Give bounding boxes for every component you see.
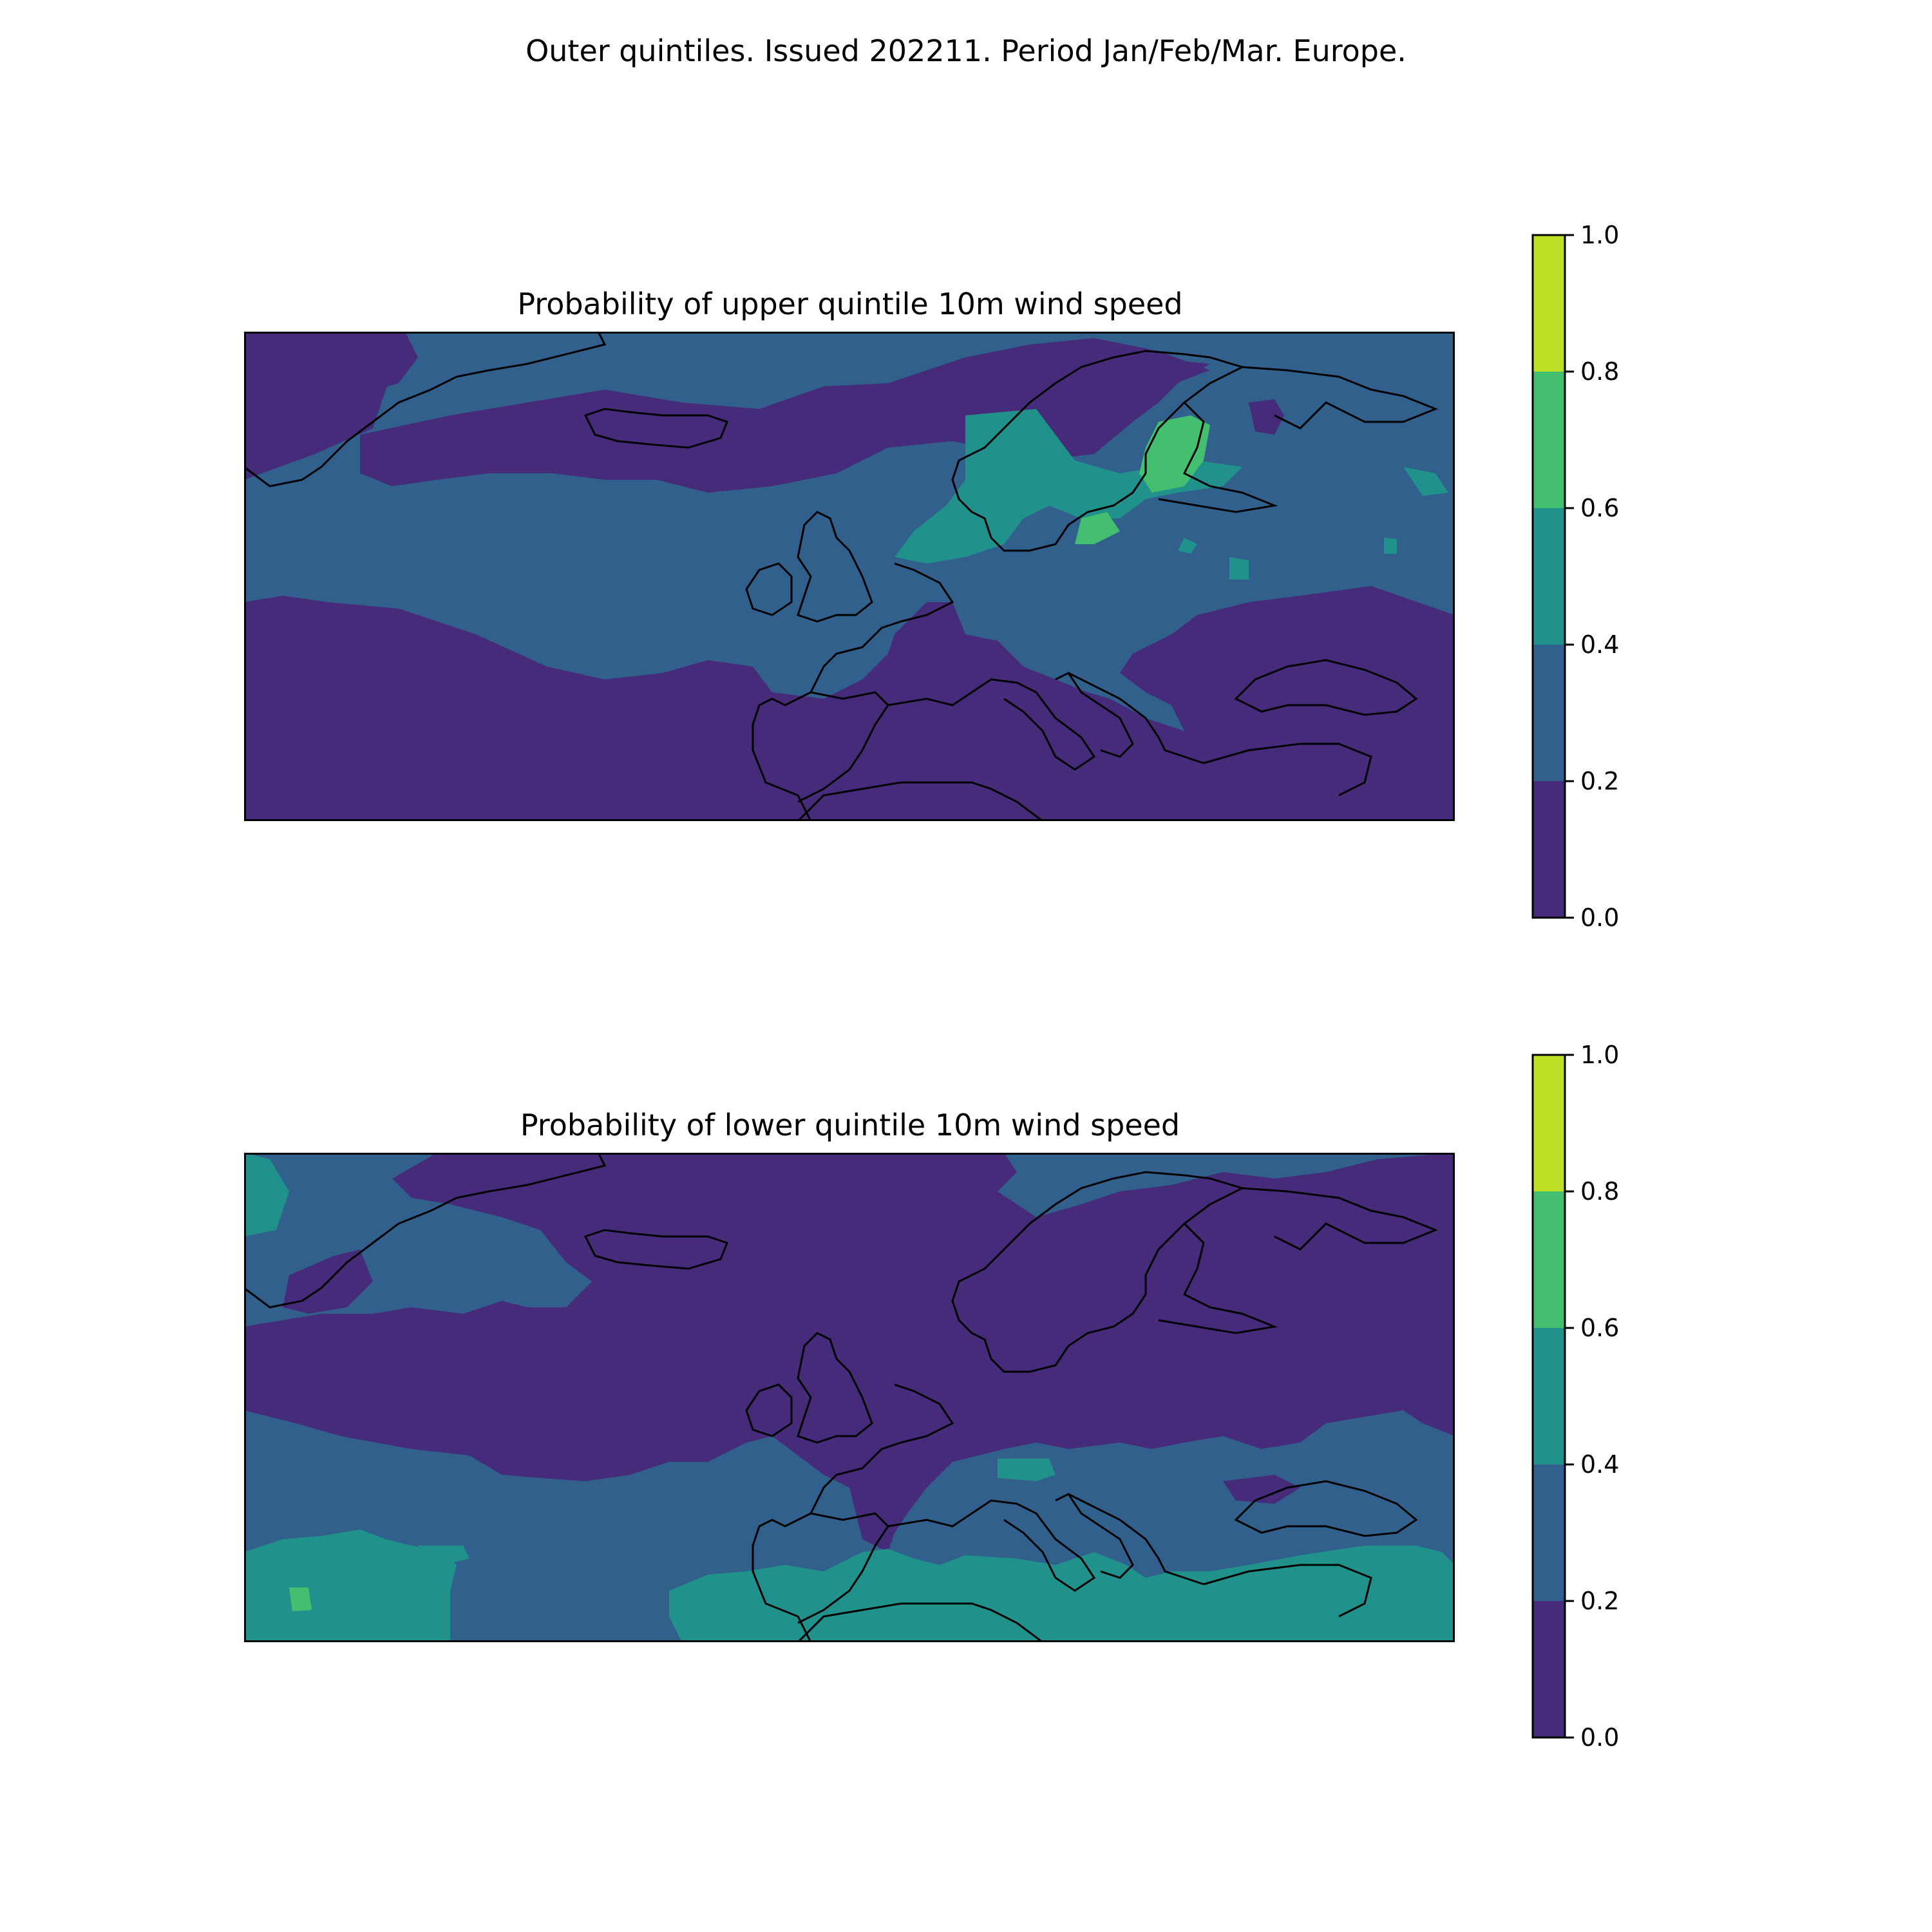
- upper-band-russia-purple: [1249, 399, 1284, 435]
- upper-band-norwegian-sea: [360, 338, 1210, 493]
- upper-colorbar-blocks: [1533, 235, 1565, 918]
- lower-band-0-6-0-8: [289, 1587, 312, 1611]
- lower-colorbar-frame: [1531, 1054, 1566, 1739]
- lower-kola-coast: [1242, 1187, 1439, 1251]
- upper-band-teal-small-2: [1229, 557, 1249, 580]
- lower-coastlines: [244, 1153, 1439, 1642]
- upper-band-0-6-0-8: [1139, 415, 1210, 493]
- lower-map-title: Probability of lower quintile 10m wind s…: [520, 1108, 1180, 1142]
- upper-colorbar-level-4: [1533, 235, 1565, 372]
- lower-britain-coast: [797, 1332, 873, 1444]
- upper-map-frame: [244, 332, 1455, 821]
- lower-colorbar-ticks: 0.0 0.2 0.4 0.6 0.8 1.0: [1565, 1041, 1619, 1752]
- upper-balkans-coast: [1068, 672, 1204, 764]
- figure-suptitle: Outer quintiles. Issued 202211. Period J…: [526, 33, 1406, 68]
- lower-colorbar-tick-label-2: 0.4: [1580, 1450, 1619, 1479]
- upper-britain-coast: [797, 511, 873, 623]
- upper-colorbar: 0.0 0.2 0.4 0.6 0.8 1.0: [1531, 221, 1619, 932]
- upper-colorbar-tick-label-1: 0.2: [1580, 767, 1619, 795]
- lower-colorbar-tick-label-3: 0.6: [1580, 1314, 1619, 1342]
- lower-italy-coast: [1055, 1493, 1134, 1579]
- lower-iberia-coast: [797, 1512, 889, 1624]
- lower-colorbar-level-2: [1533, 1328, 1565, 1464]
- upper-band-north-purple: [244, 332, 418, 480]
- upper-band-teal-small-3: [1178, 538, 1197, 554]
- upper-band-0-4-0-6: [895, 409, 1242, 564]
- lower-band-0-4-0-6-west: [244, 1530, 457, 1642]
- lower-band-0-0-0-2: [244, 1153, 1455, 1552]
- lower-colorbar-level-0: [1533, 1601, 1565, 1738]
- upper-colorbar-level-0: [1533, 781, 1565, 918]
- upper-coastlines: [244, 332, 1439, 821]
- upper-colorbar-ticks: 0.0 0.2 0.4 0.6 0.8 1.0: [1565, 221, 1619, 932]
- upper-ireland-coast: [745, 562, 793, 616]
- upper-blacksea-coast: [1234, 659, 1418, 716]
- upper-turkey-coast: [1203, 743, 1372, 797]
- upper-italy-coast: [1055, 672, 1134, 758]
- lower-map-frame: [244, 1153, 1455, 1642]
- upper-band-teal-small-4: [1384, 538, 1397, 554]
- lower-iceland-coast: [583, 1229, 728, 1270]
- upper-colorbar-tick-label-2: 0.4: [1580, 630, 1619, 659]
- upper-colorbar-tick-label-5: 1.0: [1580, 221, 1619, 249]
- lower-colorbar-blocks: [1533, 1055, 1565, 1738]
- upper-finland-coast: [1158, 401, 1278, 513]
- lower-colorbar-tick-label-4: 0.8: [1580, 1177, 1619, 1206]
- upper-colorbar-level-3: [1533, 372, 1565, 508]
- lower-africa-coast: [797, 1602, 1043, 1642]
- lower-map: [244, 1153, 1455, 1642]
- upper-iberia-coast: [797, 691, 889, 803]
- upper-band-green-small: [1075, 512, 1120, 544]
- lower-finland-coast: [1158, 1222, 1278, 1334]
- upper-band-scandinavia-purple: [1056, 357, 1210, 435]
- lower-colorbar-tick-label-1: 0.2: [1580, 1587, 1619, 1615]
- upper-colorbar-tick-label-0: 0.0: [1580, 904, 1619, 932]
- upper-colorbar-frame: [1531, 234, 1566, 919]
- upper-colorbar-level-2: [1533, 508, 1565, 645]
- lower-blacksea-coast: [1234, 1480, 1418, 1537]
- upper-colorbar-tick-label-3: 0.6: [1580, 494, 1619, 522]
- lower-colorbar-level-1: [1533, 1464, 1565, 1601]
- upper-greenland-coast: [244, 332, 607, 488]
- upper-map-title: Probability of upper quintile 10m wind s…: [517, 287, 1183, 321]
- lower-colorbar-level-3: [1533, 1191, 1565, 1328]
- lower-turkey-coast: [1203, 1564, 1372, 1618]
- lower-greenland-coast: [244, 1153, 607, 1309]
- lower-colorbar-tick-label-5: 1.0: [1580, 1041, 1619, 1069]
- lower-colorbar-tick-label-0: 0.0: [1580, 1723, 1619, 1752]
- upper-africa-coast: [797, 781, 1043, 821]
- upper-colorbar-level-1: [1533, 645, 1565, 781]
- upper-map: [244, 332, 1455, 821]
- lower-band-blacksea-purple: [1223, 1475, 1300, 1504]
- upper-band-teal-small-1: [1403, 467, 1448, 496]
- upper-continent-coast: [752, 562, 954, 821]
- lower-balkans-coast: [1068, 1493, 1204, 1586]
- upper-iceland-coast: [583, 408, 728, 449]
- lower-mediterranean-coast: [887, 1499, 1096, 1592]
- lower-ireland-coast: [745, 1383, 793, 1437]
- lower-band-0-4-0-6-alps: [998, 1459, 1056, 1481]
- upper-colorbar-tick-label-4: 0.8: [1580, 357, 1619, 386]
- lower-band-0-4-0-6-atlantic: [418, 1546, 469, 1565]
- lower-band-0-4-0-6-greenland: [244, 1153, 289, 1236]
- upper-kola-coast: [1242, 366, 1439, 430]
- upper-mediterranean-coast: [887, 678, 1096, 771]
- lower-continent-coast: [752, 1383, 954, 1642]
- lower-colorbar: 0.0 0.2 0.4 0.6 0.8 1.0: [1531, 1041, 1619, 1752]
- lower-colorbar-level-4: [1533, 1055, 1565, 1191]
